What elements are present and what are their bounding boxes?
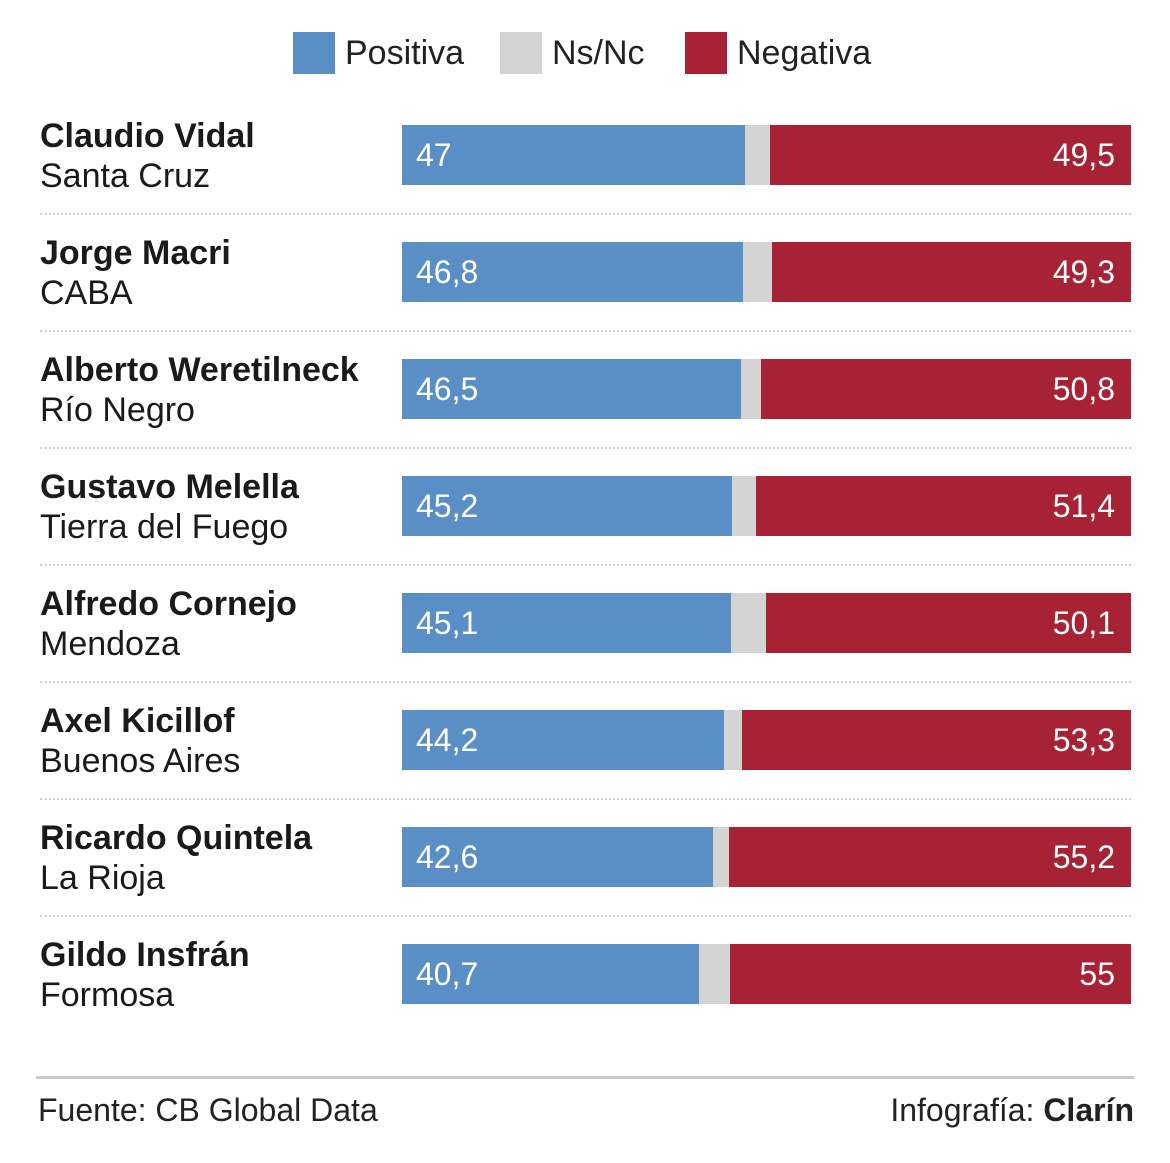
stacked-bar: 47 49,5 [402, 125, 1131, 185]
value-label-positiva: 44,2 [416, 722, 479, 758]
legend-swatch-nsnc [500, 32, 542, 74]
governor-name: Gildo Insfrán [40, 936, 250, 974]
bar-segment-positiva: 46,5 [402, 359, 741, 419]
chart-row: Jorge Macri CABA 46,8 49,3 [0, 234, 1170, 352]
governor-name: Alberto Weretilneck [40, 351, 359, 389]
legend-item-nsnc: Ns/Nc [500, 32, 645, 74]
bar-segment-negativa: 53,3 [742, 710, 1131, 770]
province-name: Santa Cruz [40, 157, 211, 195]
province-name: Mendoza [40, 625, 180, 663]
row-separator [40, 564, 1131, 566]
row-separator [40, 330, 1131, 332]
bar-segment-nsnc [743, 242, 772, 302]
value-label-negativa: 51,4 [1052, 488, 1115, 524]
credit-prefix: Infografía: [890, 1092, 1044, 1128]
stacked-bar: 46,8 49,3 [402, 242, 1131, 302]
value-label-positiva: 45,2 [416, 488, 479, 524]
province-name: La Rioja [40, 859, 165, 897]
stacked-bar-chart: Claudio Vidal Santa Cruz 47 49,5 Jorge Macri… [0, 117, 1170, 1014]
legend: Positiva Ns/Nc Negativa [0, 32, 1170, 74]
value-label-positiva: 42,6 [416, 839, 479, 875]
bar-segment-nsnc [712, 827, 729, 887]
province-name: CABA [40, 274, 133, 312]
row-separator [40, 681, 1131, 683]
legend-swatch-negativa [685, 32, 727, 74]
governor-name: Axel Kicillof [40, 702, 235, 740]
stacked-bar: 45,1 50,1 [402, 593, 1131, 653]
footer-divider [36, 1076, 1134, 1079]
value-label-positiva: 40,7 [416, 956, 479, 992]
chart-row: Claudio Vidal Santa Cruz 47 49,5 [0, 117, 1170, 235]
governor-name: Alfredo Cornejo [40, 585, 297, 623]
value-label-negativa: 49,3 [1052, 254, 1115, 290]
value-label-positiva: 46,5 [416, 371, 479, 407]
legend-label-positiva: Positiva [345, 33, 465, 72]
value-label-negativa: 53,3 [1052, 722, 1115, 758]
value-label-negativa: 55,2 [1052, 839, 1115, 875]
row-separator [40, 447, 1131, 449]
bar-segment-positiva: 45,1 [402, 593, 731, 653]
row-separator [40, 213, 1131, 215]
governor-name: Ricardo Quintela [40, 819, 313, 857]
stacked-bar: 45,2 51,4 [402, 476, 1131, 536]
bar-segment-negativa: 55 [730, 944, 1131, 1004]
bar-segment-positiva: 40,7 [402, 944, 699, 1004]
row-separator [40, 915, 1131, 917]
credit-brand: Clarín [1043, 1092, 1134, 1128]
chart-row: Alberto Weretilneck Río Negro 46,5 50,8 [0, 351, 1170, 469]
bar-segment-positiva: 46,8 [402, 242, 744, 302]
value-label-positiva: 45,1 [416, 605, 479, 641]
governor-name: Claudio Vidal [40, 117, 255, 155]
value-label-positiva: 46,8 [416, 254, 479, 290]
bar-segment-nsnc [731, 476, 757, 536]
province-name: Tierra del Fuego [40, 508, 289, 546]
bar-segment-nsnc [744, 125, 771, 185]
value-label-negativa: 49,5 [1052, 137, 1115, 173]
row-separator [40, 798, 1131, 800]
bar-segment-negativa: 49,5 [770, 125, 1131, 185]
bar-segment-nsnc [730, 593, 766, 653]
bar-segment-positiva: 45,2 [402, 476, 732, 536]
province-name: Río Negro [40, 391, 195, 429]
province-name: Formosa [40, 976, 175, 1014]
bar-segment-negativa: 51,4 [756, 476, 1131, 536]
bar-segment-nsnc [740, 359, 761, 419]
bar-segment-negativa: 50,1 [765, 593, 1131, 653]
bar-segment-negativa: 55,2 [728, 827, 1131, 887]
chart-row: Ricardo Quintela La Rioja 42,6 55,2 [0, 819, 1170, 937]
value-label-negativa: 55 [1079, 956, 1115, 992]
value-label-positiva: 47 [416, 137, 452, 173]
bar-segment-positiva: 42,6 [402, 827, 713, 887]
legend-item-positiva: Positiva [293, 32, 464, 74]
stacked-bar: 40,7 55 [402, 944, 1131, 1004]
credit-note: Infografía: Clarín [890, 1092, 1134, 1129]
bar-segment-negativa: 49,3 [771, 242, 1131, 302]
legend-label-nsnc: Ns/Nc [552, 33, 645, 72]
source-note: Fuente: CB Global Data [38, 1092, 378, 1128]
stacked-bar: 44,2 53,3 [402, 710, 1131, 770]
bar-segment-positiva: 47 [402, 125, 745, 185]
legend-swatch-positiva [293, 32, 335, 74]
bar-segment-nsnc [698, 944, 731, 1004]
governor-name: Jorge Macri [40, 234, 231, 272]
value-label-negativa: 50,1 [1052, 605, 1115, 641]
chart-row: Alfredo Cornejo Mendoza 45,1 50,1 [0, 585, 1170, 703]
chart-row: Axel Kicillof Buenos Aires 44,2 53,3 [0, 702, 1170, 820]
chart-row: Gildo Insfrán Formosa 40,7 55 [0, 936, 1170, 1054]
value-label-negativa: 50,8 [1052, 371, 1115, 407]
stacked-bar: 46,5 50,8 [402, 359, 1131, 419]
bar-segment-nsnc [724, 710, 743, 770]
province-name: Buenos Aires [40, 742, 241, 780]
legend-label-negativa: Negativa [737, 33, 872, 72]
stacked-bar: 42,6 55,2 [402, 827, 1131, 887]
governor-name: Gustavo Melella [40, 468, 299, 506]
legend-item-negativa: Negativa [685, 32, 871, 74]
bar-segment-positiva: 44,2 [402, 710, 725, 770]
chart-row: Gustavo Melella Tierra del Fuego 45,2 51,4 [0, 468, 1170, 586]
bar-segment-negativa: 50,8 [760, 359, 1131, 419]
